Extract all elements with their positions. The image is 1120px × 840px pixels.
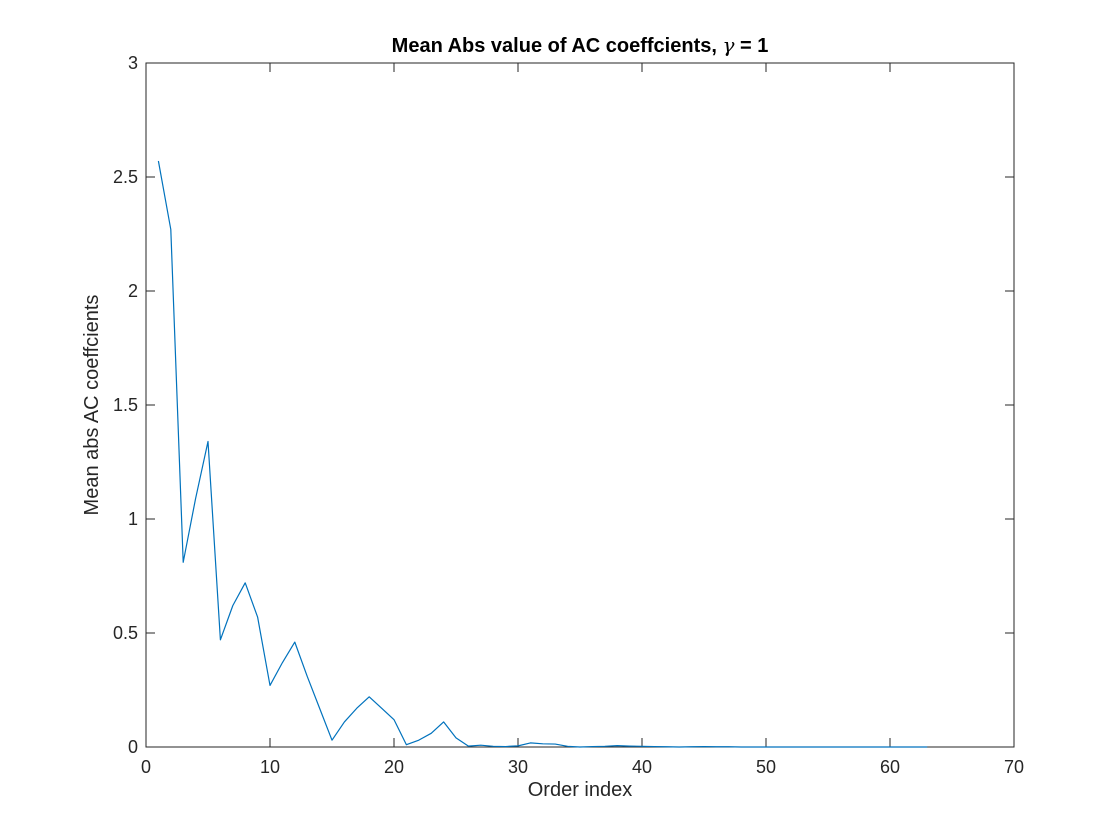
x-tick-label: 30 bbox=[508, 757, 528, 777]
x-tick-label: 40 bbox=[632, 757, 652, 777]
x-tick-label: 10 bbox=[260, 757, 280, 777]
y-tick-label: 1 bbox=[128, 509, 138, 529]
y-tick-label: 2.5 bbox=[113, 167, 138, 187]
x-tick-label: 20 bbox=[384, 757, 404, 777]
y-tick-label: 0 bbox=[128, 737, 138, 757]
x-tick-label: 50 bbox=[756, 757, 776, 777]
x-axis-label: Order index bbox=[528, 779, 633, 801]
chart-title: Mean Abs value of AC coeffcients, γ = 1 bbox=[392, 33, 769, 57]
chart-title-prefix: Mean Abs value of AC coeffcients, bbox=[392, 35, 723, 57]
x-tick-label: 0 bbox=[141, 757, 151, 777]
y-tick-label: 0.5 bbox=[113, 623, 138, 643]
y-tick-label: 1.5 bbox=[113, 395, 138, 415]
x-tick-label: 60 bbox=[880, 757, 900, 777]
chart-title-suffix: = 1 bbox=[734, 35, 768, 57]
y-tick-label: 2 bbox=[128, 281, 138, 301]
tick-marks bbox=[145, 62, 1015, 748]
x-tick-label: 70 bbox=[1004, 757, 1024, 777]
plot-area bbox=[145, 62, 1015, 748]
y-tick-labels: 0 0.5 1 1.5 2 2.5 3 bbox=[113, 53, 138, 757]
y-axis-label: Mean abs AC coeffcients bbox=[81, 295, 103, 516]
x-tick-labels: 0 10 20 30 40 50 60 70 bbox=[141, 757, 1024, 777]
series-line bbox=[157, 160, 928, 748]
y-tick-label: 3 bbox=[128, 53, 138, 73]
chart-title-symbol: γ bbox=[722, 33, 734, 57]
